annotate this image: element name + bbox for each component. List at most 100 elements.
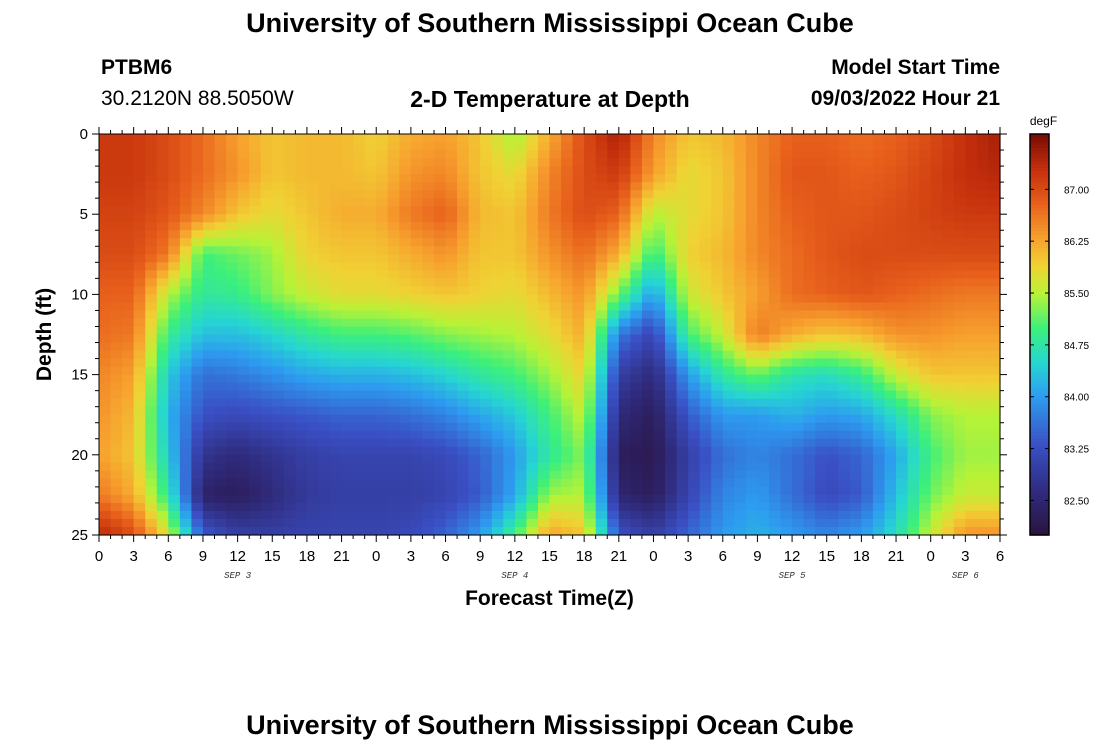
heatmap-cell	[607, 478, 620, 488]
heatmap-cell	[688, 166, 701, 175]
heatmap-cell	[618, 326, 631, 336]
heatmap-cell	[757, 438, 770, 448]
heatmap-cell	[745, 366, 759, 376]
heatmap-cell	[919, 270, 932, 279]
heatmap-cell	[815, 518, 828, 528]
heatmap-cell	[930, 366, 943, 376]
heatmap-cell	[768, 310, 782, 320]
heatmap-cell	[249, 310, 262, 320]
heatmap-cell	[237, 430, 250, 440]
heatmap-cell	[607, 366, 620, 376]
heatmap-cell	[618, 430, 631, 440]
heatmap-cell	[711, 246, 724, 255]
heatmap-cell	[526, 166, 539, 175]
heatmap-cell	[457, 142, 470, 151]
heatmap-cell	[584, 318, 597, 328]
heatmap-cell	[272, 134, 285, 143]
heatmap-cell	[295, 286, 308, 295]
heatmap-cell	[768, 446, 782, 456]
heatmap-cell	[595, 134, 608, 143]
heatmap-cell	[295, 390, 308, 400]
heatmap-cell	[133, 390, 146, 400]
heatmap-cell	[214, 470, 227, 480]
heatmap-cell	[491, 342, 504, 352]
heatmap-cell	[202, 286, 216, 295]
heatmap-cell	[272, 478, 285, 488]
heatmap-cell	[376, 254, 389, 263]
heatmap-cell	[595, 206, 608, 215]
heatmap-cell	[942, 478, 955, 488]
heatmap-cell	[976, 270, 990, 279]
heatmap-cell	[676, 238, 689, 247]
heatmap-cell	[202, 454, 216, 464]
heatmap-cell	[780, 262, 793, 271]
heatmap-cell	[815, 430, 828, 440]
heatmap-cell	[757, 446, 770, 456]
heatmap-cell	[896, 286, 909, 295]
heatmap-cell	[514, 286, 527, 295]
heatmap-cell	[145, 486, 158, 496]
heatmap-cell	[988, 414, 1001, 424]
heatmap-cell	[445, 478, 458, 488]
heatmap-cell	[549, 422, 562, 432]
heatmap-cell	[249, 502, 262, 512]
heatmap-cell	[630, 462, 643, 472]
heatmap-cell	[676, 486, 689, 496]
heatmap-cell	[595, 422, 608, 432]
heatmap-cell	[295, 214, 308, 223]
heatmap-cell	[191, 430, 204, 440]
heatmap-cell	[722, 310, 735, 320]
heatmap-cell	[341, 470, 354, 480]
heatmap-cell	[595, 342, 608, 352]
heatmap-cell	[122, 334, 135, 344]
heatmap-cell	[665, 230, 678, 239]
heatmap-cell	[665, 174, 678, 183]
heatmap-cell	[930, 302, 943, 312]
heatmap-cell	[907, 230, 920, 239]
heatmap-cell	[249, 230, 262, 239]
heatmap-cell	[191, 134, 204, 143]
heatmap-cell	[838, 254, 851, 263]
heatmap-cell	[410, 358, 424, 368]
heatmap-cell	[179, 142, 193, 151]
heatmap-cell	[722, 334, 735, 344]
heatmap-cell	[191, 222, 204, 231]
heatmap-cell	[457, 438, 470, 448]
heatmap-cell	[907, 334, 920, 344]
heatmap-cell	[537, 430, 551, 440]
heatmap-cell	[965, 446, 978, 456]
heatmap-cell	[896, 182, 909, 191]
heatmap-cell	[861, 358, 874, 368]
heatmap-cell	[711, 374, 724, 384]
heatmap-cell	[930, 254, 943, 263]
heatmap-cell	[341, 174, 354, 183]
heatmap-cell	[549, 182, 562, 191]
heatmap-cell	[942, 526, 955, 536]
heatmap-cell	[861, 510, 874, 520]
colorbar-segment	[1030, 401, 1049, 406]
heatmap-cell	[503, 502, 516, 512]
heatmap-cell	[815, 206, 828, 215]
heatmap-cell	[445, 342, 458, 352]
heatmap-cell	[480, 406, 493, 416]
heatmap-cell	[803, 342, 816, 352]
heatmap-cell	[445, 134, 458, 143]
heatmap-cell	[433, 406, 447, 416]
heatmap-cell	[214, 510, 227, 520]
heatmap-cell	[919, 446, 932, 456]
heatmap-cell	[607, 270, 620, 279]
heatmap-cell	[699, 414, 712, 424]
heatmap-cell	[976, 214, 990, 223]
heatmap-cell	[410, 454, 424, 464]
heatmap-cell	[283, 190, 296, 199]
heatmap-cell	[318, 134, 331, 143]
heatmap-cell	[503, 366, 516, 376]
heatmap-cell	[930, 158, 943, 167]
heatmap-cell	[168, 494, 181, 504]
heatmap-cell	[249, 422, 262, 432]
heatmap-cell	[653, 390, 666, 400]
heatmap-cell	[965, 150, 978, 159]
colorbar-segment	[1030, 267, 1049, 272]
heatmap-cell	[387, 230, 400, 239]
colorbar-segment	[1030, 484, 1049, 489]
